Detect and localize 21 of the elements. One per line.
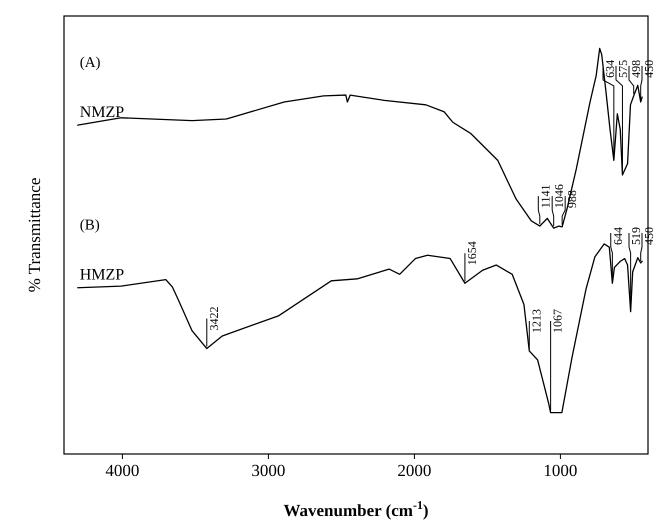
annotation: 1046 — [552, 184, 566, 208]
annotation: (B) — [80, 218, 100, 234]
x-axis-title: Wavenumber (cm$^{-1}$) — [283, 498, 429, 520]
annotation: 644 — [610, 226, 625, 245]
annotation: 575 — [616, 60, 630, 78]
annotation: 634 — [603, 60, 617, 78]
annotation: (A) — [80, 55, 101, 72]
annotation: 498 — [629, 60, 643, 78]
y-axis-title: % Transmittance — [25, 178, 44, 292]
annotation: 1213 — [529, 308, 544, 333]
series-label: HMZP — [80, 266, 124, 284]
annotation: 1067 — [550, 308, 565, 333]
series-label: NMZP — [80, 104, 124, 122]
annotation: 1654 — [464, 241, 479, 266]
x-tick-label: 4000 — [105, 461, 140, 480]
x-tick-label: 1000 — [543, 461, 578, 480]
annotation: 3422 — [206, 306, 221, 331]
annotation: 1141 — [538, 184, 552, 208]
annotation: 519 — [629, 226, 643, 245]
x-tick-label: 2000 — [397, 461, 432, 480]
x-tick-label: 3000 — [251, 461, 286, 480]
